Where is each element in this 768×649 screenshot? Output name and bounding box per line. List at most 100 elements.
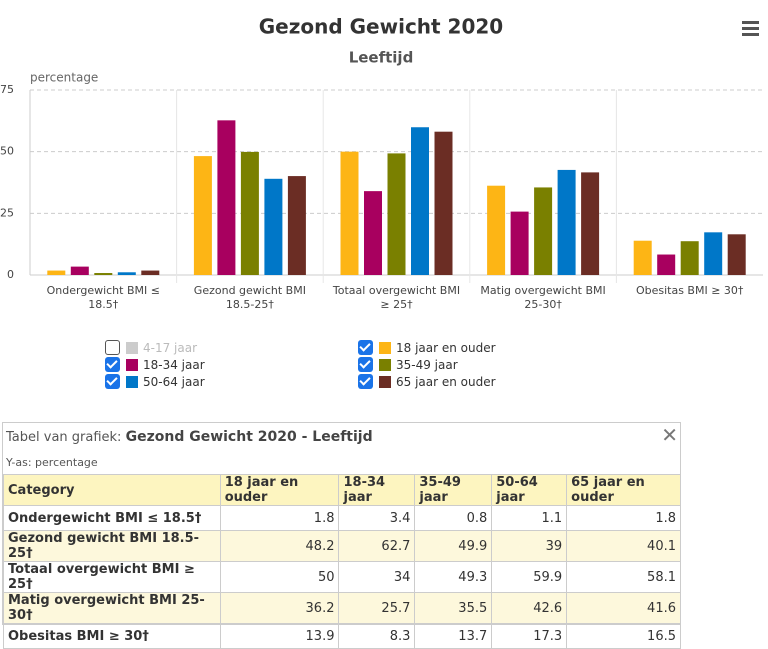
bar xyxy=(94,273,113,275)
table-subtitle: Y-as: percentage xyxy=(6,456,98,469)
y-axis-label: percentage xyxy=(30,71,98,85)
menu-icon[interactable] xyxy=(742,21,759,36)
table-cell: 0.8 xyxy=(414,505,493,531)
bar xyxy=(581,172,600,275)
table-cell: 1.8 xyxy=(219,505,340,531)
bar xyxy=(193,156,212,275)
table-cell: 8.3 xyxy=(338,623,416,649)
chart-title: Gezond Gewicht 2020 xyxy=(259,15,503,39)
table-cell: 58.1 xyxy=(566,561,681,593)
column-header: Category xyxy=(3,474,221,506)
menu-bar[interactable] xyxy=(742,33,759,36)
legend-item[interactable]: 18-34 jaar xyxy=(105,356,358,373)
menu-bar[interactable] xyxy=(742,27,759,30)
table-row: Ondergewicht BMI ≤ 18.5† 1.8 3.4 0.8 1.1 1.8 xyxy=(3,505,681,531)
bar xyxy=(70,266,89,275)
table-row: Obesitas BMI ≥ 30† 13.9 8.3 13.7 17.3 16.5 xyxy=(3,623,681,649)
row-label: Matig overgewicht BMI 25-30† xyxy=(3,592,221,624)
menu-bar[interactable] xyxy=(742,21,759,24)
column-header: 50-64 jaar xyxy=(491,474,568,506)
data-table: Category 18 jaar en ouder 18-34 jaar 35-49 … xyxy=(3,474,681,649)
bar xyxy=(240,151,259,275)
row-label: Totaal overgewicht BMI ≥ 25† xyxy=(3,561,221,593)
bar xyxy=(534,187,553,275)
bar xyxy=(47,270,66,275)
table-cell: 36.2 xyxy=(219,592,340,624)
table-cell: 59.9 xyxy=(491,561,568,593)
bar xyxy=(117,272,136,275)
table-cell: 13.9 xyxy=(219,623,340,649)
table-cell: 41.6 xyxy=(566,592,681,624)
legend-swatch xyxy=(379,341,391,354)
y-tick-label: 75 xyxy=(0,83,14,96)
bar xyxy=(727,234,746,275)
column-header: 18-34 jaar xyxy=(338,474,416,506)
legend-label: 35-49 jaar xyxy=(396,357,458,372)
bar xyxy=(411,127,429,275)
bar xyxy=(387,153,406,275)
legend-item[interactable]: 65 jaar en ouder xyxy=(358,373,558,390)
table-cell: 40.1 xyxy=(566,530,681,562)
bar xyxy=(557,169,576,275)
legend-checkbox[interactable] xyxy=(358,340,373,355)
legend-label: 65 jaar en ouder xyxy=(396,374,496,389)
bar xyxy=(510,211,529,275)
x-tick-label: Ondergewicht BMI ≤ 18.5† xyxy=(46,284,160,311)
table-cell: 49.3 xyxy=(414,561,493,593)
bar xyxy=(704,232,723,275)
column-header: 35-49 jaar xyxy=(414,474,493,506)
table-cell: 13.7 xyxy=(414,623,493,649)
table-row: Matig overgewicht BMI 25-30† 36.2 25.7 35.5… xyxy=(3,592,681,624)
caption-title: Gezond Gewicht 2020 - Leeftijd xyxy=(125,429,373,445)
chart: Gezond Gewicht 2020 Leeftijd percentage … xyxy=(0,15,763,283)
legend-item[interactable]: 35-49 jaar xyxy=(358,356,558,373)
row-label: Obesitas BMI ≥ 30† xyxy=(3,623,221,649)
y-tick-label: 25 xyxy=(0,206,14,219)
legend-checkbox[interactable] xyxy=(358,357,373,372)
legend-swatch xyxy=(126,375,138,388)
legend-checkbox[interactable] xyxy=(358,374,373,389)
table-row: Totaal overgewicht BMI ≥ 25† 50 34 49.3 59.9… xyxy=(3,561,681,593)
bar xyxy=(657,254,676,275)
table-cell: 25.7 xyxy=(338,592,416,624)
header-row: Category 18 jaar en ouder 18-34 jaar 35-49 … xyxy=(3,474,681,506)
bar xyxy=(141,270,160,275)
table-cell: 35.5 xyxy=(414,592,493,624)
legend-item[interactable]: 50-64 jaar xyxy=(105,373,358,390)
column-header: 65 jaar en ouder xyxy=(566,474,681,506)
bar xyxy=(264,178,283,275)
table-cell: 39 xyxy=(491,530,568,562)
legend-swatch xyxy=(379,358,391,371)
x-tick-label: Matig overgewicht BMI 25-30† xyxy=(480,284,606,311)
legend-label: 4-17 jaar xyxy=(143,340,198,355)
column-header: 18 jaar en ouder xyxy=(219,474,340,506)
legend-item[interactable]: 4-17 jaar xyxy=(105,339,358,356)
table-cell: 16.5 xyxy=(566,623,681,649)
table-cell: 17.3 xyxy=(491,623,568,649)
legend-item[interactable]: 18 jaar en ouder xyxy=(358,339,558,356)
legend: 4-17 jaar 18 jaar en ouder 18-34 jaar 35-49… xyxy=(105,339,558,390)
table-row: Gezond gewicht BMI 18.5-25† 48.2 62.7 49.9 3… xyxy=(3,530,681,562)
row-label: Ondergewicht BMI ≤ 18.5† xyxy=(3,505,221,531)
legend-checkbox[interactable] xyxy=(105,340,120,355)
table-cell: 50 xyxy=(219,561,340,593)
legend-checkbox[interactable] xyxy=(105,374,120,389)
legend-checkbox[interactable] xyxy=(105,357,120,372)
legend-swatch xyxy=(126,358,138,371)
data-table-panel: Tabel van grafiek: Gezond Gewicht 2020 -… xyxy=(2,422,681,649)
table-cell: 49.9 xyxy=(414,530,493,562)
legend-label: 50-64 jaar xyxy=(143,374,205,389)
legend-label: 18 jaar en ouder xyxy=(396,340,496,355)
y-tick-label: 50 xyxy=(0,145,14,158)
legend-swatch xyxy=(126,341,138,354)
table-cell: 3.4 xyxy=(338,505,416,531)
table-body: Ondergewicht BMI ≤ 18.5† 1.8 3.4 0.8 1.1 1.8 G… xyxy=(3,505,681,649)
bar xyxy=(340,151,359,275)
bar xyxy=(287,176,306,275)
y-tick-label: 0 xyxy=(7,268,14,281)
caption-prefix: Tabel van grafiek: xyxy=(6,430,122,445)
table-caption: Tabel van grafiek: Gezond Gewicht 2020 -… xyxy=(6,429,373,445)
bar xyxy=(680,241,699,275)
close-button[interactable]: ✕ xyxy=(661,423,678,447)
